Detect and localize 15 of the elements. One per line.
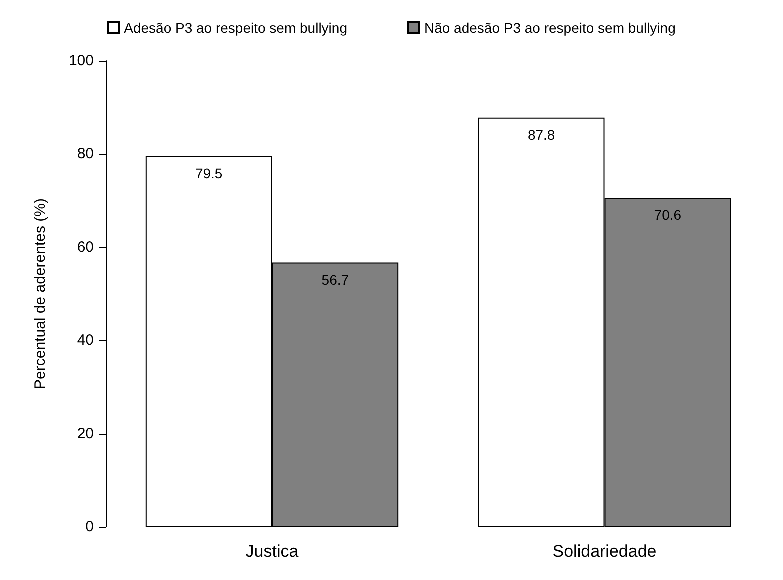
y-tick-label: 60 — [77, 238, 94, 256]
data-label: 70.6 — [654, 207, 682, 224]
x-tick-label: Justica — [246, 542, 300, 561]
x-tick-label: Solidariedade — [552, 542, 657, 561]
legend-label: Adesão P3 ao respeito sem bullying — [124, 20, 348, 36]
y-tick-label: 20 — [77, 425, 94, 442]
y-tick-label: 0 — [86, 518, 94, 536]
data-label: 79.5 — [195, 166, 223, 182]
y-tick-label: 80 — [77, 146, 94, 163]
y-tick-label: 100 — [68, 52, 94, 70]
data-label: 87.8 — [528, 126, 556, 143]
data-label: 56.7 — [322, 272, 350, 288]
y-tick-label: 40 — [77, 332, 94, 350]
legend-label: Não adesão P3 ao respeito sem bullying — [424, 20, 676, 36]
y-axis-title: Percentual de aderentes (%) — [32, 198, 49, 390]
